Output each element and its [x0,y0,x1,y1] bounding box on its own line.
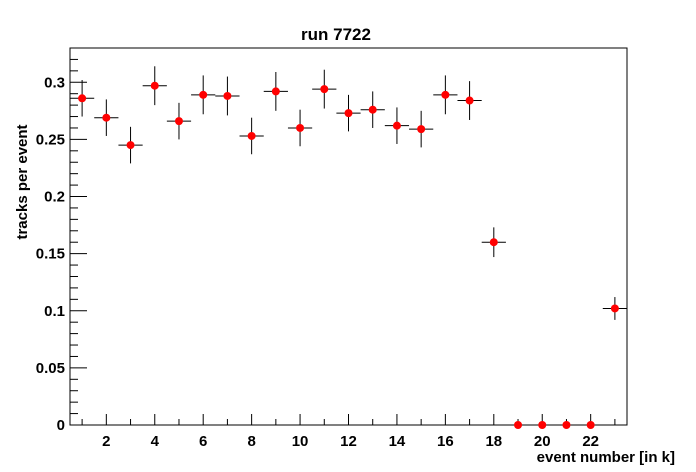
data-point [514,421,523,429]
data-point [562,421,571,429]
data-point [586,421,595,429]
x-tick-label: 2 [102,433,110,450]
data-point [102,113,111,122]
data-point [320,85,329,94]
x-tick-label: 12 [340,433,357,450]
y-tick-label: 0.05 [36,360,65,377]
data-point [150,81,159,90]
data-point [392,121,401,130]
x-tick-label: 4 [151,433,160,450]
data-point [296,123,305,132]
y-tick-label: 0.2 [44,189,65,206]
data-point [610,304,619,313]
y-tick-label: 0 [57,417,65,434]
x-tick-label: 20 [534,433,551,450]
data-point [223,91,232,100]
data-point [489,238,498,247]
data-point [417,125,426,134]
tick-labels: 2 4 6 8 10 12 14 16 18 20 22 0 0.05 0.1 0.15 0.2 0.25 0.3 [36,74,599,450]
data-point [441,90,450,99]
x-tick-label: 6 [199,433,207,450]
y-axis-label: tracks per event [14,124,31,239]
y-tick-label: 0.1 [44,303,65,320]
chart-title: run 7722 [301,25,371,44]
data-point [126,141,135,150]
data-series [70,66,627,429]
x-tick-label: 22 [582,433,599,450]
data-point [368,105,377,114]
y-tick-label: 0.15 [36,246,65,263]
data-point [247,131,256,140]
x-tick-label: 10 [292,433,309,450]
x-axis-label: event number [in k] [537,449,675,466]
x-tick-label: 8 [247,433,255,450]
x-tick-label: 16 [437,433,454,450]
x-tick-label: 14 [389,433,406,450]
data-point [538,421,547,429]
x-tick-label: 18 [485,433,502,450]
data-point [199,90,208,99]
data-point [344,109,353,118]
data-point [465,96,474,105]
data-point [78,94,87,103]
data-point [174,117,183,126]
y-tick-label: 0.25 [36,131,65,148]
y-tick-label: 0.3 [44,74,65,91]
data-point [271,87,280,96]
